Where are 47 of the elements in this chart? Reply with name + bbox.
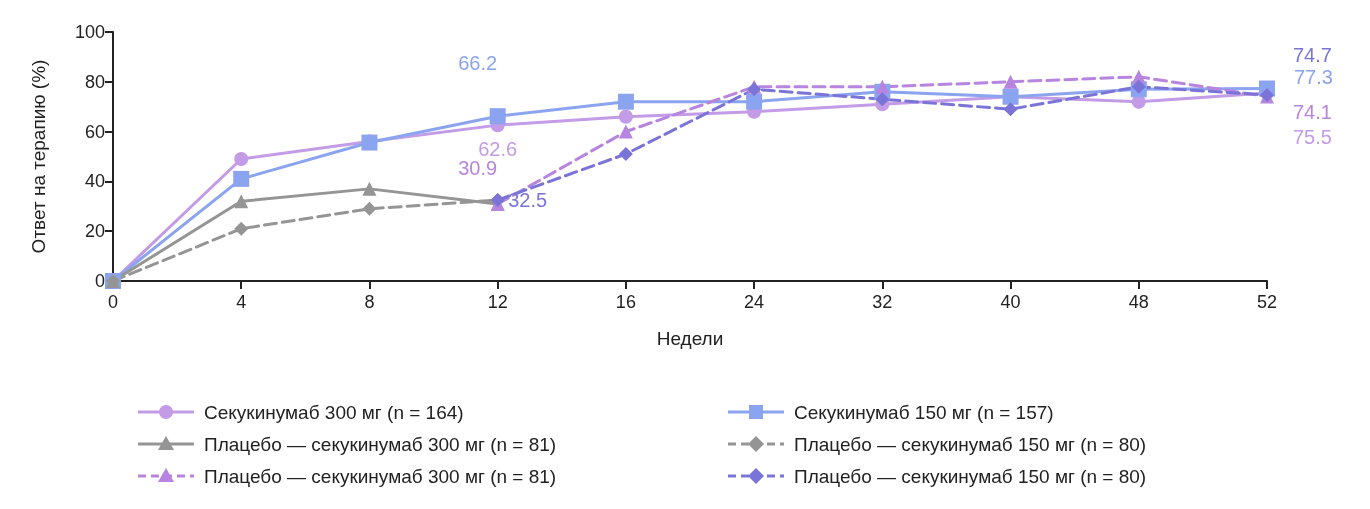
legend-label: Плацебо — секукинумаб 300 мг (n = 81)	[204, 465, 557, 487]
x-tick-label: 52	[1256, 292, 1278, 312]
data-label: 77.3	[1294, 65, 1333, 88]
point	[234, 194, 249, 209]
legend-label: Секукинумаб 150 мг (n = 157)	[794, 401, 1054, 423]
y-tick-label: 100	[74, 22, 105, 42]
y-axis-title: Ответ на терапию (%)	[28, 59, 49, 254]
x-tick-label: 12	[487, 292, 508, 312]
data-label: 32.5	[508, 189, 548, 212]
legend-label: Плацебо — секукинумаб 300 мг (n = 81)	[204, 433, 557, 455]
point	[618, 109, 633, 124]
x-tick-label: 48	[1128, 292, 1149, 312]
x-tick-label: 16	[615, 292, 636, 312]
y-tick-label: 40	[84, 171, 105, 192]
x-tick-label: 40	[1000, 292, 1021, 312]
y-tick-label: 60	[84, 121, 105, 142]
point	[875, 79, 890, 94]
point	[617, 93, 634, 110]
legend-label: Секукинумаб 300 мг (n = 164)	[204, 401, 464, 423]
point	[746, 93, 763, 110]
y-tick-label: 0	[94, 271, 105, 291]
data-label: 75.5	[1293, 126, 1332, 149]
point	[234, 151, 249, 166]
point	[1003, 74, 1018, 89]
point	[1131, 79, 1146, 94]
x-tick-label: 32	[872, 292, 893, 312]
x-tick-label: 4	[236, 292, 247, 312]
point	[1003, 102, 1018, 117]
legend-label: Плацебо — секукинумаб 150 мг (n = 80)	[794, 465, 1147, 487]
x-tick-label: 24	[744, 292, 765, 312]
point	[875, 92, 890, 107]
y-tick-label: 20	[84, 221, 105, 242]
data-label: 74.1	[1293, 101, 1332, 124]
point	[234, 221, 249, 236]
data-label: 74.7	[1293, 44, 1332, 66]
legend-label: Плацебо — секукинумаб 150 мг (n = 80)	[794, 433, 1147, 455]
y-tick-label: 80	[84, 71, 105, 92]
point	[618, 147, 633, 162]
x-axis-title: Недели	[656, 328, 724, 349]
point	[618, 124, 633, 139]
x-tick-label: 0	[107, 292, 119, 312]
point	[362, 201, 377, 216]
x-tick-label: 8	[364, 292, 375, 312]
data-label: 66.2	[458, 52, 498, 75]
point	[233, 170, 250, 187]
point	[362, 181, 377, 196]
point	[489, 108, 506, 125]
